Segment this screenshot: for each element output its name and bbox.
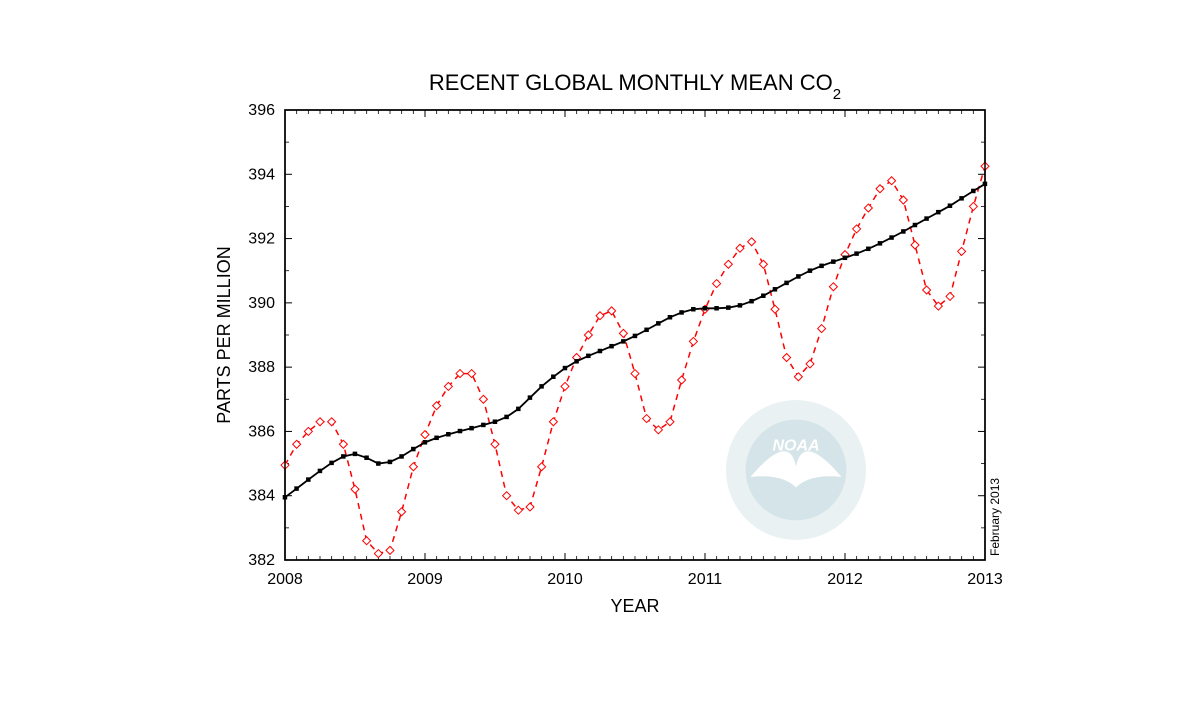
y-tick-label: 390 — [248, 295, 275, 312]
y-tick-label: 394 — [248, 166, 275, 183]
x-axis-label: YEAR — [610, 596, 659, 616]
chart-container: NOAA 2008 2009 2010 2011 2012 2013 382 384 386 388… — [0, 0, 1190, 702]
x-tick-label: 2012 — [827, 571, 863, 588]
y-tick-label: 388 — [248, 359, 275, 376]
x-tick-label: 2011 — [688, 571, 723, 588]
y-tick-label: 386 — [248, 423, 275, 440]
co2-chart: NOAA 2008 2009 2010 2011 2012 2013 382 384 386 388… — [0, 0, 1190, 702]
y-tick-label: 392 — [248, 231, 275, 248]
x-tick-label: 2010 — [547, 571, 583, 588]
noaa-logo — [726, 400, 866, 540]
x-tick-label: 2008 — [267, 571, 303, 588]
y-tick-label: 384 — [248, 488, 275, 505]
x-tick-label: 2013 — [967, 571, 1003, 588]
y-tick-label: 382 — [248, 552, 275, 569]
y-tick-label: 396 — [248, 102, 275, 119]
y-axis-label: PARTS PER MILLION — [214, 246, 234, 423]
noaa-logo-text: NOAA — [772, 437, 819, 454]
x-tick-label: 2009 — [407, 571, 443, 588]
date-note: February 2013 — [988, 478, 1002, 556]
